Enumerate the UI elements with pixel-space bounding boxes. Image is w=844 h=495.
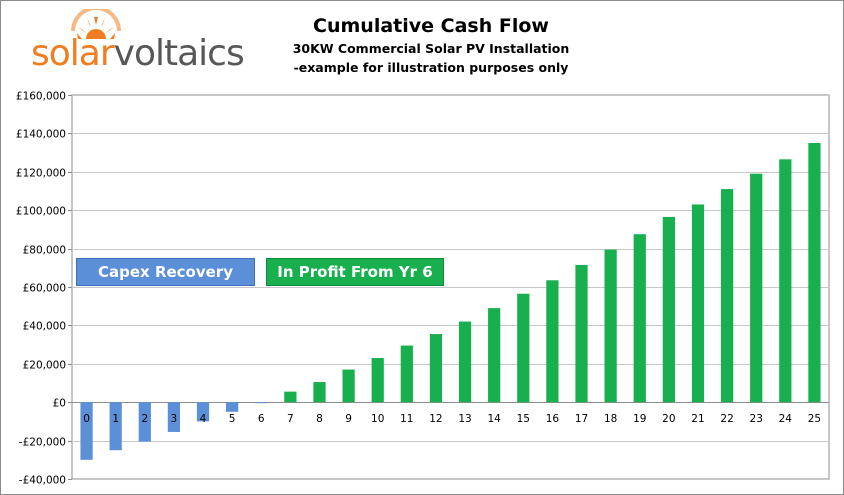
y-tick-label: £0	[53, 398, 66, 410]
bar-year-2	[138, 402, 151, 442]
logo-wordmark: solarvoltaics	[31, 33, 245, 74]
y-axis-ticks: -£40,000 -£20,000 £0 £20,000 £40,000 £60,000 £…	[16, 91, 66, 487]
y-tick-label: £80,000	[23, 245, 66, 257]
bar-year-1	[109, 402, 122, 451]
x-tick-label: 23	[750, 413, 763, 425]
bar-year-11	[400, 345, 413, 403]
bar-year-9	[342, 369, 355, 403]
grid-lines	[68, 94, 830, 480]
bar-year-3	[167, 402, 181, 432]
x-tick-label: 21	[691, 413, 704, 425]
bar-year-8	[313, 382, 326, 403]
bar-year-10	[371, 358, 384, 403]
y-tick-label: £140,000	[16, 129, 66, 141]
x-tick-label: 11	[400, 413, 413, 425]
chart-subtitle-line1: 30KW Commercial Solar PV Installation	[292, 41, 570, 56]
x-tick-label: 10	[371, 413, 384, 425]
bar-year-14	[488, 308, 501, 403]
x-tick-label: 5	[229, 413, 236, 425]
x-tick-label: 1	[112, 413, 119, 425]
x-tick-label: 20	[662, 413, 675, 425]
x-tick-label: 3	[171, 413, 178, 425]
bar-year-0	[80, 402, 93, 460]
x-tick-label: 17	[575, 413, 588, 425]
y-tick-label: £100,000	[16, 206, 66, 218]
x-tick-label: 4	[200, 413, 207, 425]
x-tick-label: 12	[429, 413, 442, 425]
y-tick-label: -£20,000	[19, 437, 66, 449]
x-tick-label: 16	[546, 413, 560, 425]
bar-year-17	[575, 264, 588, 403]
in-profit-label: In Profit From Yr 6	[266, 258, 444, 286]
bar-year-7	[284, 391, 297, 403]
x-tick-label: 22	[720, 413, 733, 425]
y-tick-label: £40,000	[23, 321, 66, 333]
solarvoltaics-logo: solarvoltaics	[31, 9, 245, 79]
x-tick-label: 6	[258, 413, 265, 425]
x-tick-label: 13	[458, 413, 471, 425]
bar-year-24	[779, 159, 792, 403]
bar-year-15	[517, 293, 530, 403]
x-axis-ticks: 0 1 2 3 4 5 6 7 8 9 10 11 12 13 14 15 16 17 18 19 20 21 22 23 24…	[83, 413, 821, 425]
bar-year-22	[720, 189, 734, 403]
x-tick-label: 15	[517, 413, 530, 425]
bar-year-20	[662, 216, 675, 403]
bar-year-19	[633, 234, 646, 403]
y-tick-label: £160,000	[16, 91, 66, 103]
x-tick-label: 7	[287, 413, 294, 425]
bar-year-21	[691, 204, 705, 403]
bar-year-25	[808, 143, 821, 403]
x-tick-label: 25	[808, 413, 821, 425]
chart-subtitle-line2: -example for illustration purposes only	[293, 60, 569, 75]
bar-year-4	[196, 402, 210, 422]
bar-year-13	[458, 321, 472, 403]
bar-year-23	[750, 173, 763, 403]
x-tick-label: 14	[487, 413, 501, 425]
bar-year-5	[226, 402, 239, 412]
y-tick-label: £120,000	[16, 168, 66, 180]
bar-year-16	[546, 280, 559, 403]
y-tick-label: £60,000	[23, 283, 66, 295]
y-tick-label: -£40,000	[19, 475, 66, 487]
bar-year-18	[604, 249, 617, 403]
x-tick-label: 19	[633, 413, 646, 425]
y-tick-label: £20,000	[23, 360, 66, 372]
x-tick-label: 8	[316, 413, 323, 425]
bars	[80, 143, 821, 460]
bar-year-12	[429, 334, 443, 403]
x-tick-label: 18	[604, 413, 617, 425]
bar-year-6	[255, 402, 268, 404]
x-tick-label: 2	[141, 413, 148, 425]
chart-title: Cumulative Cash Flow	[313, 15, 549, 37]
capex-recovery-label: Capex Recovery	[76, 258, 255, 286]
x-tick-label: 9	[345, 413, 352, 425]
x-tick-label: 24	[779, 413, 793, 425]
sun-logo-icon	[71, 9, 121, 39]
chart-titles: Cumulative Cash Flow 30KW Commercial Sol…	[241, 13, 621, 77]
x-tick-label: 0	[83, 413, 90, 425]
